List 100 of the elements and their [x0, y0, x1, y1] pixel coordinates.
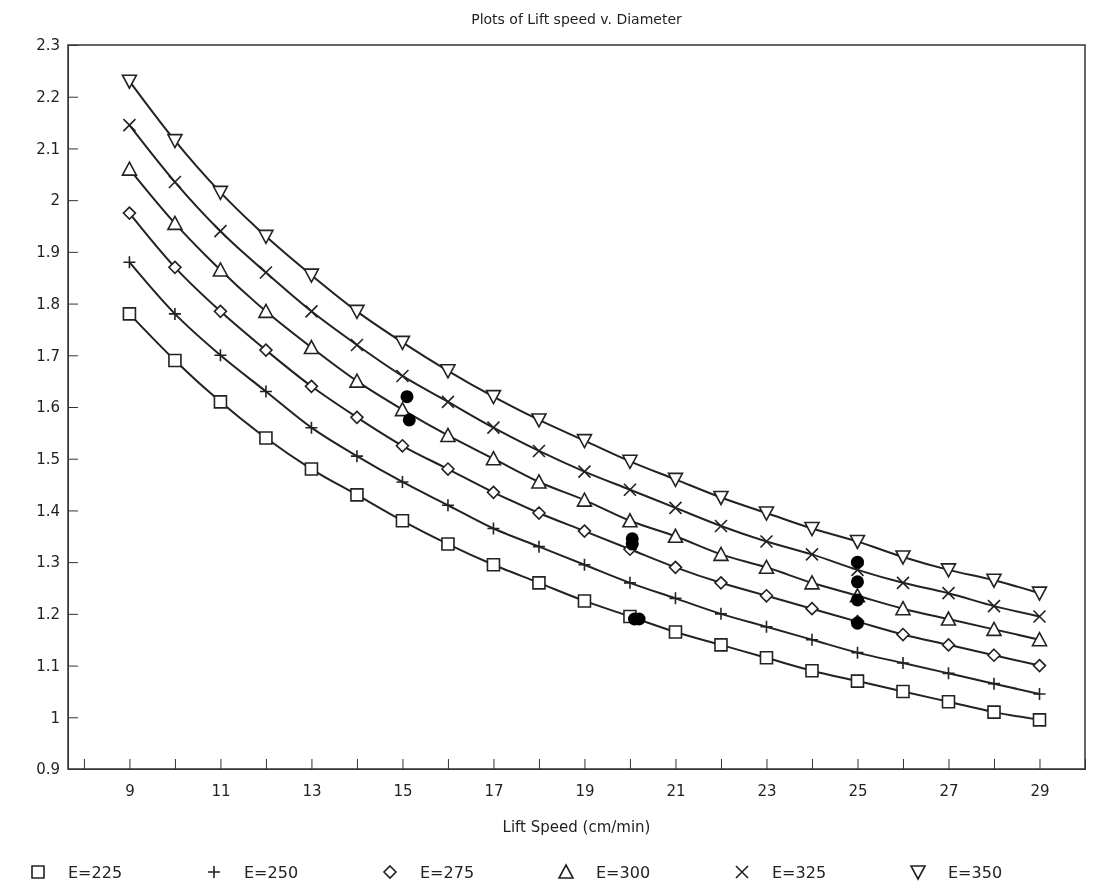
- point: [941, 638, 956, 652]
- y-tick-label: 1.9: [36, 243, 60, 262]
- point: [986, 573, 1002, 589]
- y-tick-label: 0.9: [36, 760, 60, 779]
- point: [258, 229, 274, 245]
- point: [714, 638, 728, 652]
- point: [941, 586, 956, 600]
- point: [258, 303, 274, 319]
- point: [896, 684, 910, 699]
- point: [1031, 586, 1048, 601]
- point: [577, 524, 592, 538]
- point: [895, 600, 911, 616]
- point: [850, 575, 864, 589]
- point: [395, 438, 410, 453]
- point: [167, 133, 183, 149]
- point: [168, 175, 182, 189]
- point: [350, 410, 364, 425]
- point: [400, 390, 414, 404]
- point: [213, 224, 228, 238]
- point: [987, 599, 1001, 613]
- point: [896, 576, 910, 590]
- point: [804, 575, 820, 590]
- point: [577, 557, 592, 572]
- point: [395, 475, 410, 489]
- point: [668, 625, 683, 639]
- point: [122, 255, 137, 269]
- point: [402, 413, 416, 427]
- y-tick-label: 1.4: [36, 501, 60, 520]
- point: [167, 215, 183, 231]
- chart-title: Plots of Lift speed v. Diameter: [471, 11, 683, 27]
- x-tick-label: 29: [1030, 781, 1050, 800]
- point: [940, 611, 957, 626]
- point: [805, 601, 819, 616]
- y-tick-label: 2.2: [36, 88, 60, 107]
- point: [622, 454, 638, 470]
- point: [394, 335, 411, 351]
- point: [213, 395, 228, 409]
- point: [349, 304, 365, 320]
- x-tick-label: 15: [393, 781, 413, 800]
- point: [395, 369, 410, 383]
- point: [667, 528, 684, 544]
- point: [350, 488, 364, 502]
- point: [212, 185, 229, 201]
- point: [668, 560, 683, 575]
- point: [987, 705, 1001, 719]
- point: [304, 420, 319, 435]
- point: [121, 74, 138, 89]
- point: [486, 420, 501, 435]
- point: [1032, 713, 1047, 727]
- point: [531, 413, 547, 428]
- point: [941, 694, 956, 709]
- point: [303, 339, 320, 355]
- point: [895, 550, 911, 565]
- y-tick-label: 1.2: [36, 605, 60, 624]
- x-tick-label: 9: [125, 781, 135, 800]
- point: [713, 490, 729, 506]
- point: [122, 307, 137, 321]
- y-tick-label: 1: [50, 708, 60, 727]
- point: [576, 492, 593, 507]
- y-tick-label: 1.8: [36, 294, 60, 313]
- point: [532, 506, 546, 520]
- point: [440, 364, 456, 379]
- point: [714, 576, 728, 590]
- point: [394, 401, 411, 417]
- point: [122, 118, 137, 132]
- point: [395, 513, 410, 528]
- point: [485, 389, 502, 405]
- point: [577, 594, 592, 608]
- y-tick-label: 2.1: [36, 139, 60, 158]
- point: [304, 462, 319, 476]
- point: [532, 576, 546, 590]
- x-tick-label: 13: [302, 781, 322, 800]
- point: [350, 338, 364, 352]
- point: [168, 353, 182, 368]
- y-tick-label: 1.3: [36, 553, 60, 572]
- point: [213, 304, 228, 319]
- y-tick-label: 1.1: [36, 656, 60, 675]
- point: [896, 627, 910, 642]
- point: [668, 591, 683, 606]
- x-tick-label: 25: [848, 781, 868, 800]
- legend-label: E=325: [772, 863, 827, 882]
- point: [849, 534, 866, 550]
- y-tick-label: 1.6: [36, 398, 60, 417]
- point: [486, 485, 501, 500]
- x-tick-label: 11: [211, 781, 231, 800]
- point: [1031, 631, 1048, 647]
- point: [805, 547, 819, 562]
- x-tick-label: 17: [484, 781, 504, 800]
- point: [850, 555, 864, 569]
- x-tick-label: 19: [575, 781, 595, 800]
- legend-label: E=225: [68, 863, 123, 882]
- point: [168, 260, 182, 275]
- legend-label: E=350: [948, 863, 1003, 882]
- point: [759, 651, 774, 665]
- y-tick-label: 1.5: [36, 450, 60, 469]
- point: [532, 444, 546, 458]
- x-tick-label: 21: [666, 781, 686, 800]
- point: [486, 557, 501, 572]
- point: [759, 588, 774, 603]
- point: [576, 433, 593, 449]
